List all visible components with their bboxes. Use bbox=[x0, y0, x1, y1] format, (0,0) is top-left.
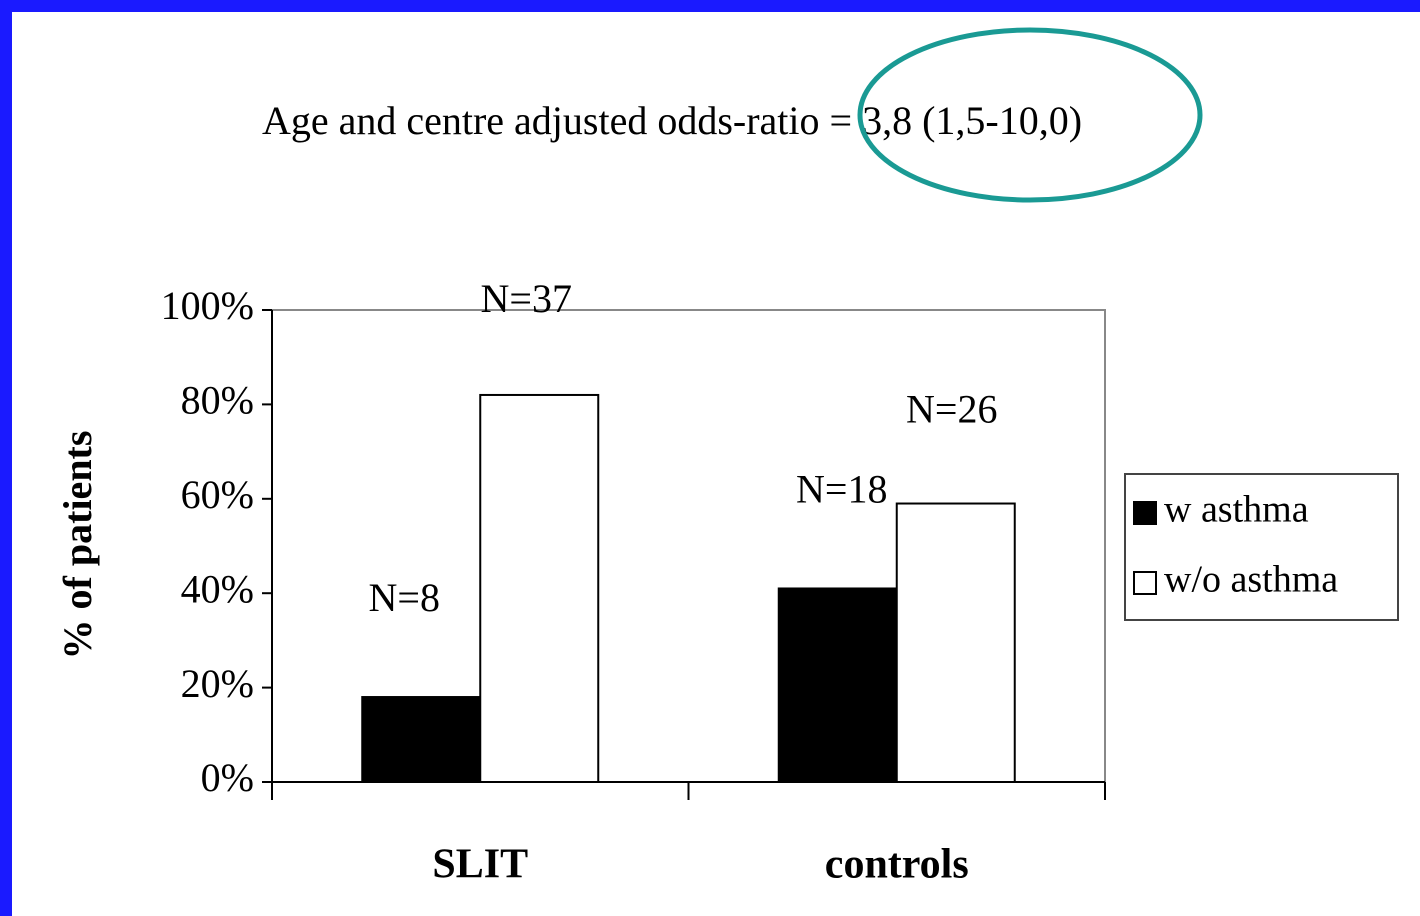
bar bbox=[361, 696, 482, 783]
legend-label: w/o asthma bbox=[1164, 559, 1338, 601]
y-tick-label: 40% bbox=[181, 566, 254, 611]
data-annotation: N=26 bbox=[906, 387, 997, 432]
data-annotation: N=18 bbox=[796, 467, 887, 512]
data-annotation: N=37 bbox=[481, 276, 572, 321]
x-tick-label: controls bbox=[825, 842, 969, 888]
legend-box bbox=[1124, 473, 1399, 621]
y-tick-label: 0% bbox=[201, 755, 254, 800]
y-axis-label: % of patients bbox=[55, 431, 100, 660]
y-tick-label: 60% bbox=[181, 472, 254, 517]
highlight-ellipse bbox=[857, 27, 1203, 203]
chart-title: Age and centre adjusted odds-ratio = 3,8… bbox=[262, 98, 1082, 143]
bar bbox=[777, 587, 898, 783]
data-annotation: N=8 bbox=[369, 575, 440, 620]
legend-label: w asthma bbox=[1164, 489, 1309, 531]
legend-swatch bbox=[1133, 571, 1157, 595]
bar bbox=[895, 502, 1016, 783]
border-left bbox=[0, 0, 12, 916]
bar bbox=[479, 393, 600, 783]
legend-swatch bbox=[1133, 501, 1157, 525]
y-tick-label: 100% bbox=[161, 283, 254, 328]
y-tick-label: 20% bbox=[181, 661, 254, 706]
border-top bbox=[0, 0, 1420, 12]
x-tick-label: SLIT bbox=[432, 842, 528, 888]
y-tick-label: 80% bbox=[181, 378, 254, 423]
